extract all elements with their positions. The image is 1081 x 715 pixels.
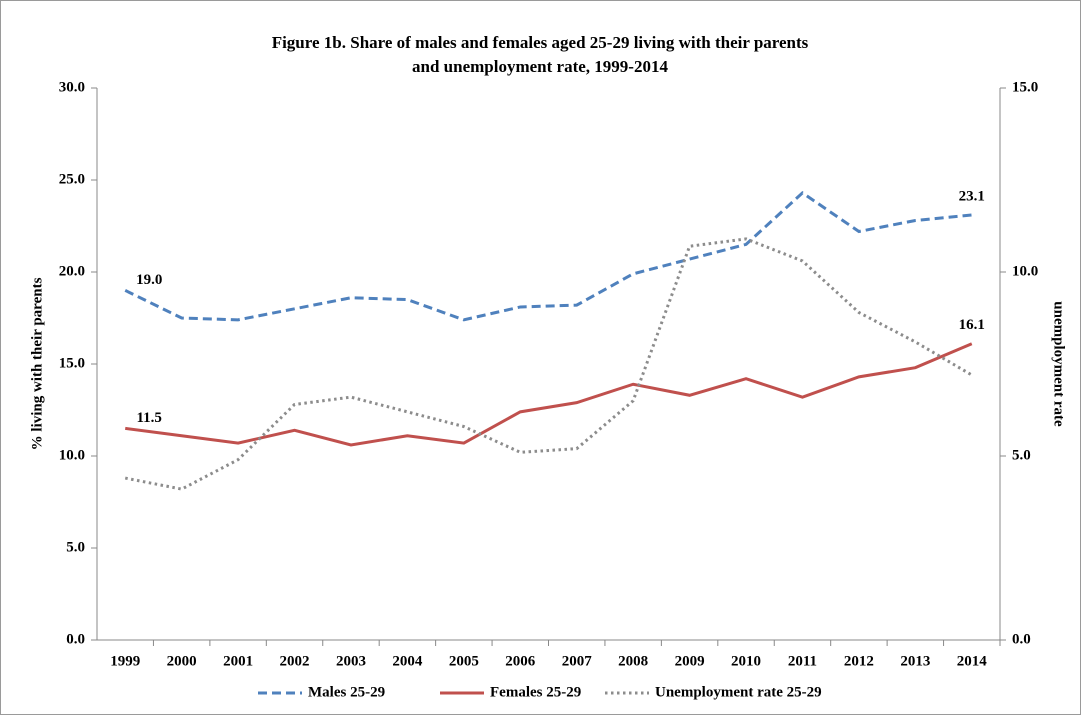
y-tick-label: 15.0 bbox=[59, 355, 85, 371]
chart-title: and unemployment rate, 1999-2014 bbox=[412, 57, 668, 76]
x-tick-label: 1999 bbox=[110, 653, 140, 669]
y2-tick-label: 0.0 bbox=[1012, 631, 1031, 647]
y-tick-label: 0.0 bbox=[66, 631, 85, 647]
legend-label: Unemployment rate 25-29 bbox=[655, 684, 822, 700]
data-label: 16.1 bbox=[959, 317, 985, 333]
x-tick-label: 2011 bbox=[788, 653, 817, 669]
x-tick-label: 2006 bbox=[505, 653, 536, 669]
x-tick-label: 2004 bbox=[392, 653, 423, 669]
x-tick-label: 2007 bbox=[562, 653, 593, 669]
y-tick-label: 10.0 bbox=[59, 447, 85, 463]
data-label: 23.1 bbox=[959, 188, 985, 204]
x-tick-label: 2001 bbox=[223, 653, 253, 669]
y-tick-label: 25.0 bbox=[59, 171, 85, 187]
x-tick-label: 2010 bbox=[731, 653, 761, 669]
y-tick-label: 30.0 bbox=[59, 79, 85, 95]
x-tick-label: 2000 bbox=[167, 653, 197, 669]
x-tick-label: 2012 bbox=[844, 653, 874, 669]
x-tick-label: 2009 bbox=[675, 653, 705, 669]
y2-tick-label: 5.0 bbox=[1012, 447, 1031, 463]
x-tick-label: 2002 bbox=[280, 653, 310, 669]
x-tick-label: 2003 bbox=[336, 653, 366, 669]
x-tick-label: 2008 bbox=[618, 653, 648, 669]
series-line bbox=[124, 190, 972, 322]
legend-label: Females 25-29 bbox=[490, 684, 581, 700]
y-axis-label: % living with their parents bbox=[29, 277, 45, 450]
series-line bbox=[124, 237, 973, 491]
series-line bbox=[125, 342, 973, 447]
y-tick-label: 5.0 bbox=[66, 539, 85, 555]
y2-tick-label: 10.0 bbox=[1012, 263, 1038, 279]
chart-title: Figure 1b. Share of males and females ag… bbox=[272, 33, 809, 52]
y2-tick-label: 15.0 bbox=[1012, 79, 1038, 95]
x-tick-label: 2005 bbox=[449, 653, 479, 669]
data-label: 11.5 bbox=[137, 410, 162, 426]
y-tick-label: 20.0 bbox=[59, 263, 85, 279]
x-tick-label: 2013 bbox=[900, 653, 930, 669]
x-tick-label: 2014 bbox=[957, 653, 988, 669]
y2-axis-label: unemployment rate bbox=[1051, 301, 1067, 427]
data-label: 19.0 bbox=[136, 272, 162, 288]
legend-label: Males 25-29 bbox=[308, 684, 385, 700]
